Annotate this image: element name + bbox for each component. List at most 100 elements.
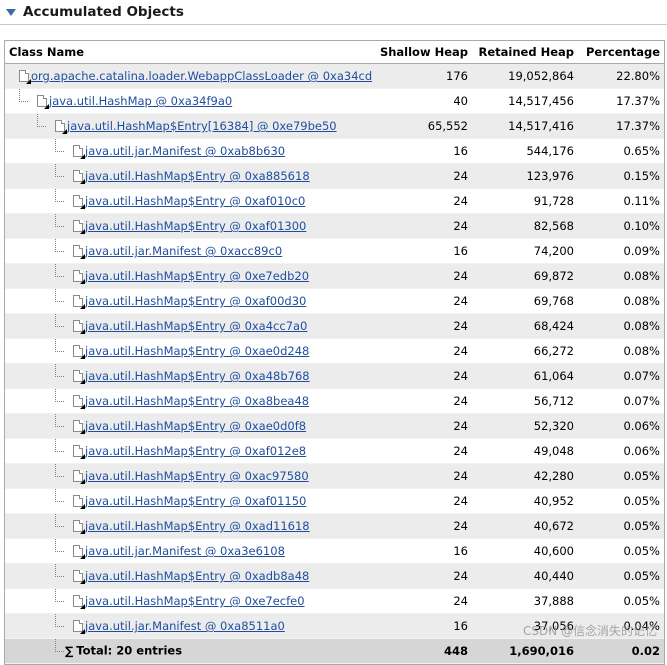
tree-connector — [9, 514, 73, 538]
percentage-cell: 0.65% — [578, 138, 664, 164]
object-link[interactable]: java.util.HashMap$Entry @ 0xaf010c0 — [85, 194, 306, 208]
column-header-class-name[interactable]: Class Name — [5, 41, 372, 64]
object-link[interactable]: java.util.jar.Manifest @ 0xacc89c0 — [85, 244, 283, 258]
table-row[interactable]: java.util.HashMap$Entry @ 0xa4cc7a0 24 68,… — [5, 313, 664, 339]
class-name-cell[interactable]: java.util.HashMap$Entry @ 0xaf01300 — [5, 213, 372, 239]
class-name-cell[interactable]: java.util.HashMap$Entry @ 0xaf00d30 — [5, 288, 372, 314]
table-row[interactable]: java.util.HashMap$Entry[16384] @ 0xe79be… — [5, 113, 664, 139]
class-name-cell[interactable]: java.util.HashMap$Entry @ 0xa48b768 — [5, 363, 372, 389]
class-name-cell[interactable]: java.util.HashMap @ 0xa34f9a0 — [5, 88, 372, 114]
object-link[interactable]: java.util.HashMap$Entry @ 0xe7edb20 — [85, 269, 310, 283]
object-icon — [73, 620, 85, 634]
class-name-cell[interactable]: java.util.jar.Manifest @ 0xacc89c0 — [5, 238, 372, 264]
object-link[interactable]: java.util.HashMap @ 0xa34f9a0 — [49, 94, 233, 108]
class-name-cell[interactable]: java.util.HashMap$Entry @ 0xae0d0f8 — [5, 413, 372, 439]
class-name-cell[interactable]: java.util.HashMap$Entry @ 0xaf01150 — [5, 488, 372, 514]
object-icon — [73, 495, 85, 509]
table-row[interactable]: java.util.HashMap$Entry @ 0xa885618 24 123… — [5, 163, 664, 189]
class-name-cell[interactable]: org.apache.catalina.loader.WebappClassLo… — [5, 63, 372, 89]
class-name-cell[interactable]: java.util.HashMap$Entry @ 0xe7edb20 — [5, 263, 372, 289]
retained-heap-cell: 66,272 — [472, 338, 578, 364]
class-name-cell[interactable]: java.util.HashMap$Entry @ 0xa885618 — [5, 163, 372, 189]
table-row[interactable]: java.util.HashMap$Entry @ 0xaf012e8 24 49,… — [5, 438, 664, 464]
tree-connector — [9, 114, 55, 138]
class-name-cell[interactable]: java.util.HashMap$Entry @ 0xa4cc7a0 — [5, 313, 372, 339]
table-row[interactable]: java.util.jar.Manifest @ 0xa8511a0 16 37,0… — [5, 613, 664, 639]
percentage-cell: 22.80% — [578, 63, 664, 89]
percentage-cell: 0.06% — [578, 413, 664, 439]
table-row[interactable]: java.util.HashMap$Entry @ 0xaf01300 24 82,… — [5, 213, 664, 239]
table-row[interactable]: java.util.HashMap$Entry @ 0xad11618 24 40,… — [5, 513, 664, 539]
object-link[interactable]: java.util.HashMap$Entry @ 0xadb8a48 — [85, 569, 310, 583]
object-link[interactable]: java.util.HashMap$Entry @ 0xaf01150 — [85, 494, 307, 508]
object-link[interactable]: java.util.jar.Manifest @ 0xa3e6108 — [85, 544, 285, 558]
class-name-cell[interactable]: java.util.HashMap$Entry @ 0xaf010c0 — [5, 188, 372, 214]
tree-connector — [9, 464, 73, 488]
class-name-cell[interactable]: java.util.jar.Manifest @ 0xa8511a0 — [5, 613, 372, 639]
column-header-shallow-heap[interactable]: Shallow Heap — [372, 41, 472, 64]
object-icon — [37, 95, 49, 109]
shallow-heap-cell: 24 — [372, 338, 472, 364]
percentage-cell: 0.15% — [578, 163, 664, 189]
section-header[interactable]: Accumulated Objects — [0, 0, 667, 25]
class-name-cell[interactable]: java.util.HashMap$Entry @ 0xad11618 — [5, 513, 372, 539]
table-row[interactable]: java.util.HashMap$Entry @ 0xa48b768 24 61,… — [5, 363, 664, 389]
table-row[interactable]: java.util.HashMap$Entry @ 0xe7edb20 24 69,… — [5, 263, 664, 289]
table-row[interactable]: java.util.HashMap$Entry @ 0xaf010c0 24 91,… — [5, 188, 664, 214]
retained-heap-cell: 40,440 — [472, 563, 578, 589]
table-row[interactable]: java.util.jar.Manifest @ 0xab8b630 16 544,… — [5, 138, 664, 164]
retained-heap-cell: 544,176 — [472, 138, 578, 164]
table-header-row: Class Name Shallow Heap Retained Heap Pe… — [5, 41, 664, 64]
object-link[interactable]: java.util.HashMap$Entry @ 0xa885618 — [85, 169, 310, 183]
object-icon — [73, 320, 85, 334]
object-link[interactable]: java.util.jar.Manifest @ 0xa8511a0 — [85, 619, 285, 633]
class-name-cell[interactable]: java.util.jar.Manifest @ 0xab8b630 — [5, 138, 372, 164]
class-name-cell[interactable]: java.util.HashMap$Entry @ 0xae0d248 — [5, 338, 372, 364]
table-row[interactable]: java.util.HashMap$Entry @ 0xa8bea48 24 56,… — [5, 388, 664, 414]
table-row[interactable]: java.util.jar.Manifest @ 0xa3e6108 16 40,6… — [5, 538, 664, 564]
percentage-cell: 0.10% — [578, 213, 664, 239]
object-link[interactable]: java.util.HashMap$Entry @ 0xad11618 — [85, 519, 310, 533]
object-link[interactable]: java.util.HashMap$Entry @ 0xaf012e8 — [85, 444, 307, 458]
object-link[interactable]: java.util.HashMap$Entry @ 0xa8bea48 — [85, 394, 310, 408]
object-link[interactable]: org.apache.catalina.loader.WebappClassLo… — [31, 69, 372, 83]
class-name-cell[interactable]: java.util.HashMap$Entry[16384] @ 0xe79be… — [5, 113, 372, 139]
object-link[interactable]: java.util.HashMap$Entry @ 0xa48b768 — [85, 369, 310, 383]
object-link[interactable]: java.util.HashMap$Entry @ 0xac97580 — [85, 469, 309, 483]
collapse-triangle-icon[interactable] — [6, 8, 16, 16]
total-row: ∑ Total: 20 entries 448 1,690,016 0.02 — [5, 638, 664, 664]
object-link[interactable]: java.util.HashMap$Entry[16384] @ 0xe79be… — [67, 119, 337, 133]
class-name-cell[interactable]: java.util.HashMap$Entry @ 0xa8bea48 — [5, 388, 372, 414]
class-name-cell[interactable]: java.util.HashMap$Entry @ 0xac97580 — [5, 463, 372, 489]
table-row[interactable]: java.util.HashMap$Entry @ 0xaf00d30 24 69,… — [5, 288, 664, 314]
percentage-cell: 0.05% — [578, 488, 664, 514]
percentage-cell: 0.11% — [578, 188, 664, 214]
table-row[interactable]: java.util.HashMap$Entry @ 0xaf01150 24 40,… — [5, 488, 664, 514]
object-link[interactable]: java.util.jar.Manifest @ 0xab8b630 — [85, 144, 286, 158]
class-name-cell[interactable]: java.util.HashMap$Entry @ 0xe7ecfe0 — [5, 588, 372, 614]
object-link[interactable]: java.util.HashMap$Entry @ 0xe7ecfe0 — [85, 594, 305, 608]
object-link[interactable]: java.util.HashMap$Entry @ 0xae0d248 — [85, 344, 310, 358]
object-link[interactable]: java.util.HashMap$Entry @ 0xa4cc7a0 — [85, 319, 308, 333]
column-header-percentage[interactable]: Percentage — [578, 41, 664, 64]
table-row[interactable]: java.util.HashMap$Entry @ 0xe7ecfe0 24 37,… — [5, 588, 664, 614]
object-icon — [73, 220, 85, 234]
table-row[interactable]: java.util.jar.Manifest @ 0xacc89c0 16 74,2… — [5, 238, 664, 264]
object-link[interactable]: java.util.HashMap$Entry @ 0xaf00d30 — [85, 294, 307, 308]
table-row[interactable]: java.util.HashMap$Entry @ 0xadb8a48 24 40,… — [5, 563, 664, 589]
shallow-heap-cell: 24 — [372, 563, 472, 589]
table-row[interactable]: org.apache.catalina.loader.WebappClassLo… — [5, 63, 664, 89]
table-row[interactable]: java.util.HashMap @ 0xa34f9a0 40 14,517,45… — [5, 88, 664, 114]
object-link[interactable]: java.util.HashMap$Entry @ 0xae0d0f8 — [85, 419, 307, 433]
object-icon — [73, 520, 85, 534]
class-name-cell[interactable]: java.util.jar.Manifest @ 0xa3e6108 — [5, 538, 372, 564]
table-row[interactable]: java.util.HashMap$Entry @ 0xac97580 24 42,… — [5, 463, 664, 489]
column-header-retained-heap[interactable]: Retained Heap — [472, 41, 578, 64]
class-name-cell[interactable]: java.util.HashMap$Entry @ 0xaf012e8 — [5, 438, 372, 464]
percentage-cell: 0.07% — [578, 363, 664, 389]
object-link[interactable]: java.util.HashMap$Entry @ 0xaf01300 — [85, 219, 307, 233]
class-name-cell[interactable]: java.util.HashMap$Entry @ 0xadb8a48 — [5, 563, 372, 589]
table-row[interactable]: java.util.HashMap$Entry @ 0xae0d0f8 24 52,… — [5, 413, 664, 439]
total-label-cell: ∑ Total: 20 entries — [5, 638, 372, 664]
table-row[interactable]: java.util.HashMap$Entry @ 0xae0d248 24 66,… — [5, 338, 664, 364]
